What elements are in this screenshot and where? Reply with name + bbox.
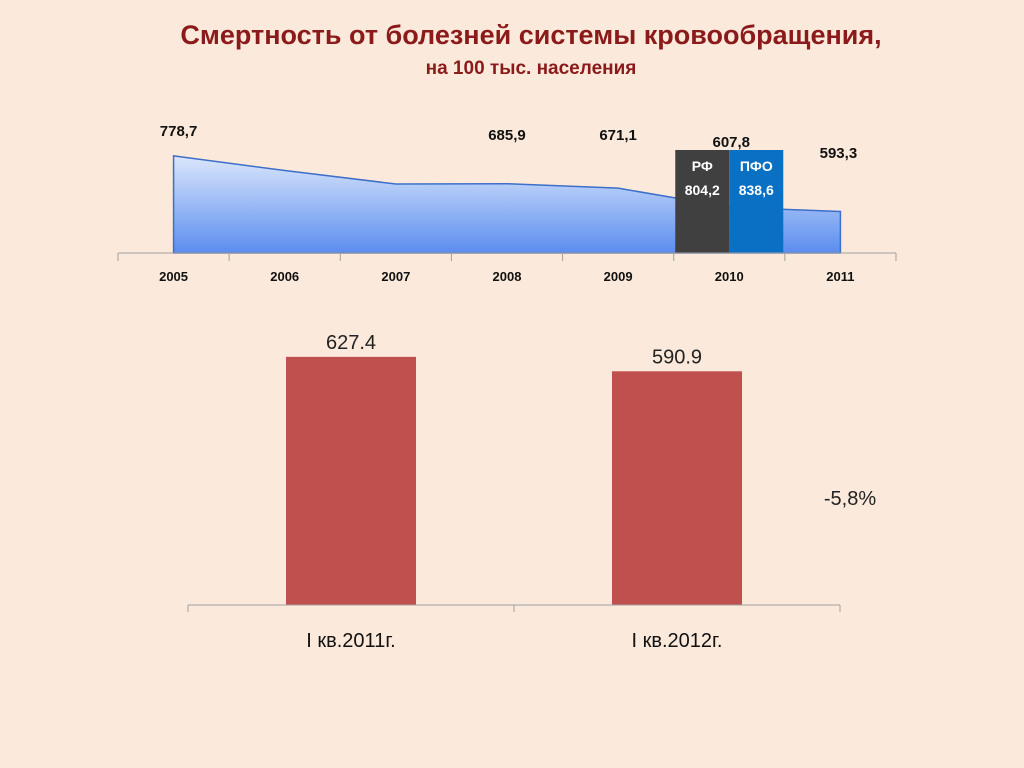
data-label: 685,9 — [488, 127, 526, 144]
x-tick-label: I кв.2012г. — [632, 630, 723, 652]
x-tick-label: I кв.2011г. — [306, 630, 395, 652]
comparison-bar — [729, 150, 784, 253]
change-annotation: -5,8% — [824, 488, 876, 510]
x-tick-label: 2008 — [493, 269, 522, 284]
data-label: 590.9 — [652, 346, 702, 368]
yearly-mortality-chart: РФ 804,2 ПФО 838,6 2005 2006 2007 2008 2009 2010 2… — [117, 123, 897, 284]
data-label: 593,3 — [820, 145, 858, 162]
x-tick-label: 2010 — [715, 269, 744, 284]
x-tick-label: 2007 — [381, 269, 410, 284]
comparison-bar-name: РФ — [692, 158, 713, 174]
data-label: 671,1 — [599, 127, 637, 144]
bar — [612, 371, 742, 605]
x-tick-label: 2005 — [159, 269, 188, 284]
slide-subtitle: на 100 тыс. населения — [425, 58, 637, 79]
data-label: 607,8 — [712, 134, 750, 151]
slide-title: Смертность от болезней системы кровообра… — [180, 20, 882, 50]
x-tick-label: 2011 — [826, 269, 854, 284]
comparison-bar-value: 804,2 — [685, 182, 720, 198]
data-label: 627.4 — [326, 332, 376, 354]
comparison-bar-value: 838,6 — [739, 182, 774, 198]
comparison-bar-name: ПФО — [740, 158, 773, 174]
x-tick-label: 2006 — [270, 269, 299, 284]
bar — [286, 356, 416, 605]
x-tick-label: 2009 — [604, 269, 633, 284]
area-series — [172, 155, 842, 254]
comparison-bar — [675, 150, 730, 253]
data-label: 778,7 — [160, 123, 198, 140]
